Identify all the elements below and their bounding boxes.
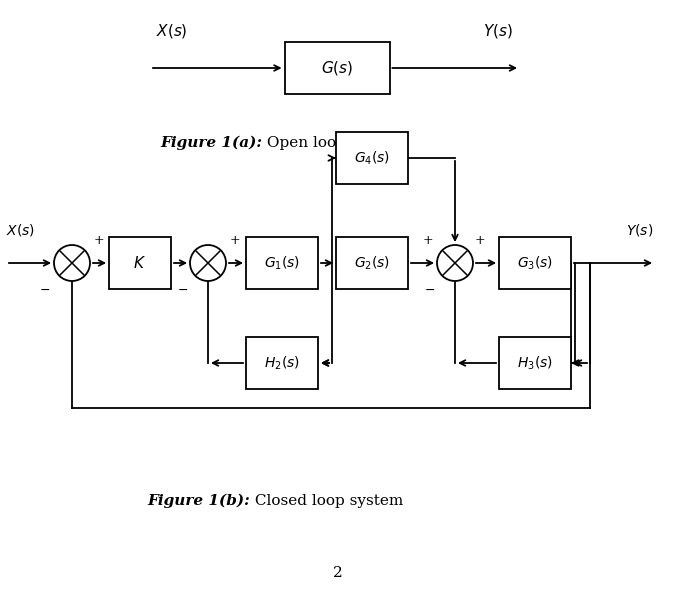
Text: +: +: [94, 234, 105, 247]
Text: $-$: $-$: [177, 283, 188, 296]
Text: $G_1(s)$: $G_1(s)$: [264, 254, 300, 272]
Text: $-$: $-$: [424, 283, 435, 296]
Text: +: +: [230, 234, 240, 247]
Text: +: +: [423, 234, 433, 247]
Circle shape: [437, 245, 473, 281]
Text: Open loop system: Open loop system: [262, 136, 404, 150]
Text: $H_2(s)$: $H_2(s)$: [264, 355, 300, 371]
Bar: [284, 42, 389, 94]
Bar: [499, 337, 571, 389]
Text: $Y(s)$: $Y(s)$: [626, 222, 653, 238]
Text: Figure 1(a):: Figure 1(a):: [160, 136, 262, 150]
Text: Figure 1(b):: Figure 1(b):: [147, 494, 250, 508]
Text: $G_2(s)$: $G_2(s)$: [354, 254, 390, 272]
Text: $X(s)$: $X(s)$: [156, 22, 188, 40]
Bar: [246, 237, 318, 289]
Text: $H_3(s)$: $H_3(s)$: [517, 355, 553, 371]
Bar: [336, 132, 408, 184]
Bar: [109, 237, 171, 289]
Text: $K$: $K$: [134, 255, 146, 271]
Text: Closed loop system: Closed loop system: [250, 494, 403, 508]
Circle shape: [190, 245, 226, 281]
Bar: [246, 337, 318, 389]
Circle shape: [54, 245, 90, 281]
Text: $Y(s)$: $Y(s)$: [483, 22, 513, 40]
Bar: [499, 237, 571, 289]
Text: $G(s)$: $G(s)$: [321, 59, 353, 77]
Bar: [336, 237, 408, 289]
Text: +: +: [475, 234, 485, 247]
Text: $X(s)$: $X(s)$: [6, 222, 35, 238]
Text: $G_4(s)$: $G_4(s)$: [354, 150, 390, 166]
Text: 2: 2: [333, 566, 342, 580]
Text: $G_3(s)$: $G_3(s)$: [517, 254, 553, 272]
Text: $-$: $-$: [39, 283, 50, 296]
